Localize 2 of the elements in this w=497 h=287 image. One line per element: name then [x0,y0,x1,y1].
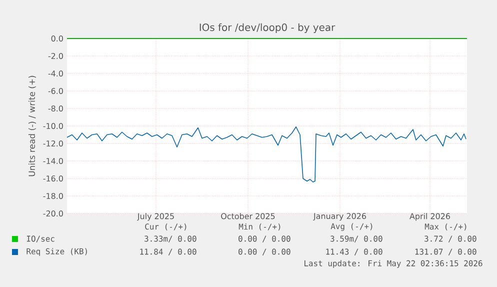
y-axis-title: Units read (-) / write (+) [28,76,36,176]
chart-title: IOs for /dev/loop0 - by year [200,23,336,34]
